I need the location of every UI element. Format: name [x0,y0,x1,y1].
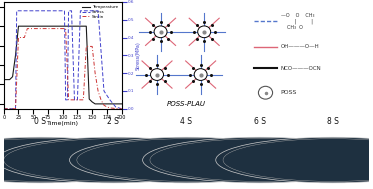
Text: NCO———OCN: NCO———OCN [281,66,322,71]
Circle shape [142,137,373,183]
Circle shape [154,26,167,38]
X-axis label: Time(min): Time(min) [47,121,79,126]
Circle shape [0,137,157,183]
Text: POSS: POSS [281,90,297,95]
Text: 0 S: 0 S [34,117,46,126]
Text: OH———O—H: OH———O—H [281,44,320,49]
Circle shape [194,69,207,81]
Circle shape [258,86,273,99]
Text: 8 S: 8 S [327,117,339,126]
Circle shape [0,137,231,183]
Y-axis label: Stress(MPa): Stress(MPa) [136,41,141,70]
Circle shape [69,137,304,183]
Legend: Temperature, Stress, Strain: Temperature, Stress, Strain [81,4,120,20]
Y-axis label: Strain(%): Strain(%) [0,44,5,67]
Circle shape [216,137,373,183]
Text: 2 S: 2 S [107,117,119,126]
Text: 4 S: 4 S [181,117,192,126]
Text: 6 S: 6 S [254,117,266,126]
Circle shape [198,26,211,38]
Text: —O    O    CH₃
         |          |
    CH₃  O: —O O CH₃ | | CH₃ O [281,13,314,30]
Circle shape [151,69,163,81]
Text: POSS-PLAU: POSS-PLAU [167,101,206,107]
